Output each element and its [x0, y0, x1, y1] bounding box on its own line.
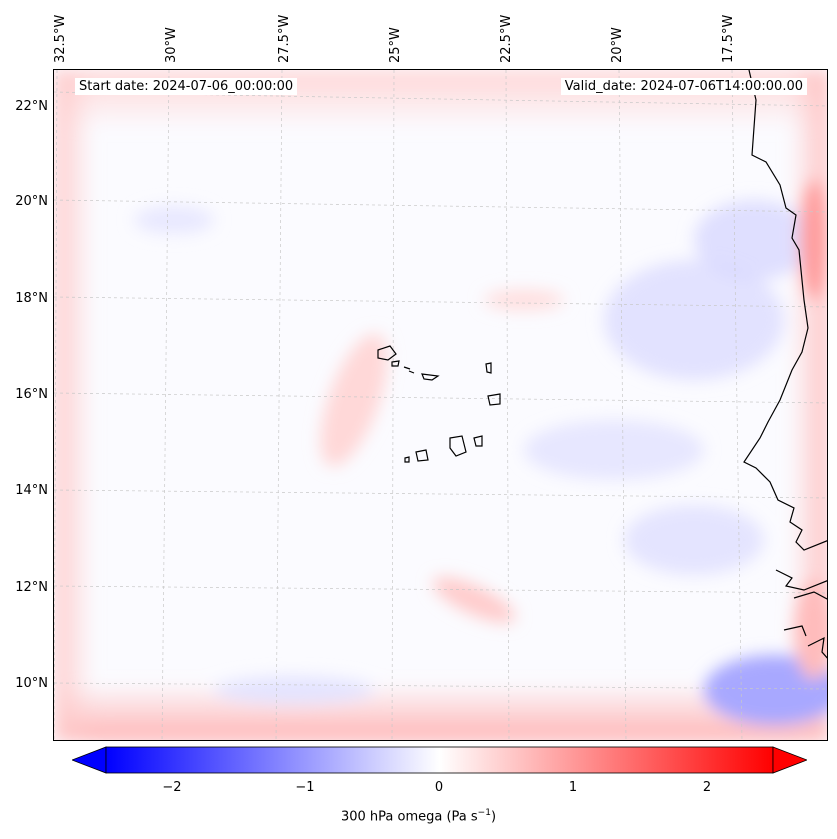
lon-label-17-5w: 17.5°W [721, 14, 736, 63]
valid-date-label: Valid_date: 2024-07-06T14:00:00.00 [560, 78, 807, 95]
colorbar-label: 300 hPa omega (Pa s−1) [0, 808, 837, 824]
colorbar [72, 746, 807, 774]
lon-label-32-5w: 32.5°W [53, 14, 68, 63]
lat-label-14n: 14°N [15, 483, 48, 498]
lat-label-10n: 10°N [15, 676, 48, 691]
lon-label-27-5w: 27.5°W [277, 14, 292, 63]
colorbar-label-text: 300 hPa omega (Pa s [340, 809, 478, 825]
colorbar-label-exponent: −1 [477, 808, 491, 818]
lon-label-20w: 20°W [610, 27, 625, 63]
lat-label-20n: 20°N [15, 194, 48, 209]
lat-label-16n: 16°N [15, 387, 48, 402]
colorbar-body [105, 746, 774, 774]
graticule [54, 70, 827, 740]
lat-label-18n: 18°N [15, 291, 48, 306]
omega-field [54, 70, 827, 740]
colorbar-tick: 2 [702, 780, 712, 795]
colorbar-label-close: ) [490, 809, 497, 825]
start-date-label: Start date: 2024-07-06_00:00:00 [75, 78, 298, 95]
lat-label-22n: 22°N [15, 99, 48, 114]
lon-label-25w: 25°W [388, 27, 403, 63]
colorbar-tick: −1 [295, 780, 315, 795]
colorbar-tick: −2 [162, 780, 182, 795]
cape-verde-islands [377, 345, 501, 463]
omega-field-map [54, 70, 827, 740]
colorbar-tick: 1 [568, 780, 578, 795]
map-panel: Start date: 2024-07-06_00:00:00 Valid_da… [53, 69, 828, 741]
lon-label-22-5w: 22.5°W [499, 14, 514, 63]
lat-label-12n: 12°N [15, 580, 48, 595]
colorbar-tick: 0 [434, 780, 444, 795]
colorbar-extend-max [772, 746, 807, 774]
lon-label-30w: 30°W [164, 27, 179, 63]
colorbar-extend-min [72, 746, 107, 774]
coastline-africa [743, 70, 827, 659]
